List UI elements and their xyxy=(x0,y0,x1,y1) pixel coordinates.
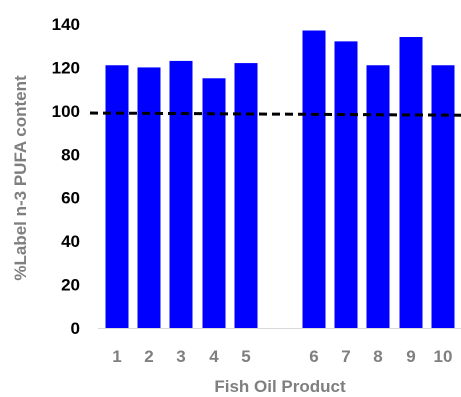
x-tick-label: 9 xyxy=(406,347,415,366)
y-tick-label: 80 xyxy=(61,145,80,164)
y-tick-label: 60 xyxy=(61,189,80,208)
x-tick-label: 6 xyxy=(309,347,318,366)
y-tick-labels: 0 20 40 60 80 100 120 140 xyxy=(52,15,80,338)
bar-product-7 xyxy=(334,41,358,328)
y-tick-label: 140 xyxy=(52,15,80,34)
bar-product-8 xyxy=(366,65,390,328)
y-tick-label: 100 xyxy=(52,102,80,121)
x-tick-label: 1 xyxy=(112,347,121,366)
y-axis-title: %Label n-3 PUFA content xyxy=(11,75,30,281)
bar-product-5 xyxy=(234,63,258,328)
bar-product-3 xyxy=(169,60,193,329)
y-tick-label: 20 xyxy=(61,276,80,295)
x-tick-labels: 1 2 3 4 5 6 7 8 9 10 xyxy=(112,347,452,366)
x-axis-title: Fish Oil Product xyxy=(214,377,346,396)
bars-group xyxy=(105,30,455,329)
x-tick-label: 2 xyxy=(144,347,153,366)
x-tick-label: 5 xyxy=(241,347,250,366)
bar-product-1 xyxy=(105,65,129,328)
bar-product-6 xyxy=(302,30,326,329)
bar-product-2 xyxy=(137,67,161,328)
y-tick-label: 40 xyxy=(61,232,80,251)
x-tick-label: 7 xyxy=(341,347,350,366)
x-tick-label: 10 xyxy=(434,347,453,366)
bar-product-4 xyxy=(202,78,226,329)
x-tick-label: 3 xyxy=(176,347,185,366)
x-tick-label: 4 xyxy=(209,347,219,366)
reference-line-100 xyxy=(89,111,461,117)
y-tick-label: 120 xyxy=(52,58,80,77)
y-tick-label: 0 xyxy=(71,319,80,338)
bar-product-10 xyxy=(431,65,455,328)
x-tick-label: 8 xyxy=(373,347,382,366)
bar-product-9 xyxy=(399,37,423,329)
